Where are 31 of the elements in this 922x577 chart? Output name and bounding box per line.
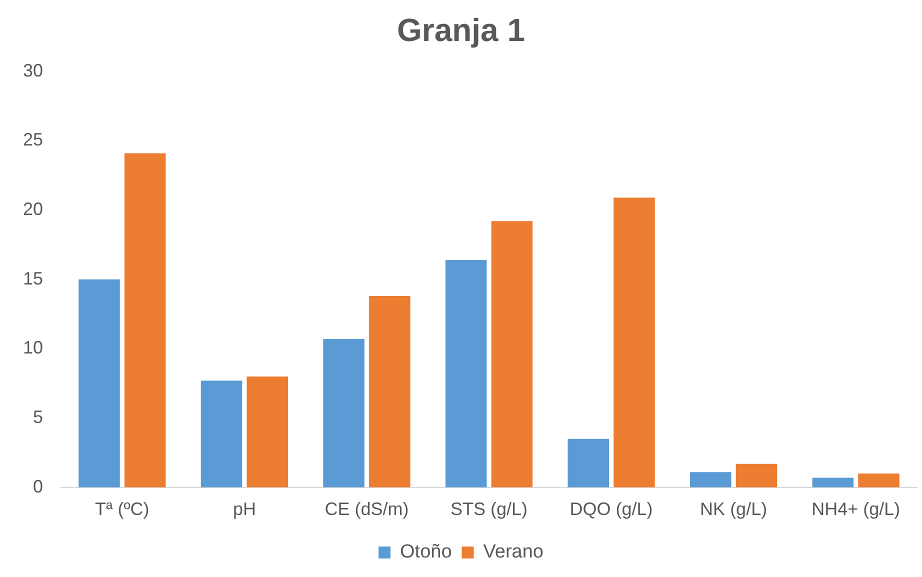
x-tick-label: DQO (g/L)	[570, 499, 653, 520]
bar	[568, 438, 609, 488]
bar	[812, 478, 854, 488]
bar	[690, 472, 732, 488]
y-tick-label: 30	[22, 60, 44, 80]
bar	[491, 221, 533, 488]
bar	[858, 474, 900, 488]
y-tick-label: 25	[22, 130, 44, 150]
bar	[369, 296, 410, 488]
bar	[323, 339, 364, 488]
x-tick-label: NK (g/L)	[700, 499, 768, 520]
chart-title: Granja 1	[396, 12, 526, 48]
x-tick-label: pH	[232, 499, 256, 520]
y-tick-label: 5	[33, 407, 44, 428]
x-tick-label: CE (dS/m)	[324, 499, 409, 520]
bar	[614, 198, 655, 488]
legend-label: Verano	[483, 542, 544, 563]
bar	[124, 153, 166, 488]
y-tick-label: 0	[33, 476, 44, 496]
bar	[200, 380, 242, 488]
bar	[246, 376, 288, 488]
x-tick-label: NH4+ (g/L)	[812, 499, 900, 520]
bar	[78, 279, 120, 488]
x-tick-label: STS (g/L)	[450, 499, 528, 520]
bar	[445, 260, 487, 488]
x-tick-label: Tª (ºC)	[95, 499, 150, 520]
bar	[736, 464, 778, 488]
legend-label: Otoño	[400, 542, 452, 563]
y-tick-label: 20	[22, 199, 44, 220]
y-tick-label: 10	[22, 338, 44, 358]
y-tick-label: 15	[22, 268, 44, 288]
